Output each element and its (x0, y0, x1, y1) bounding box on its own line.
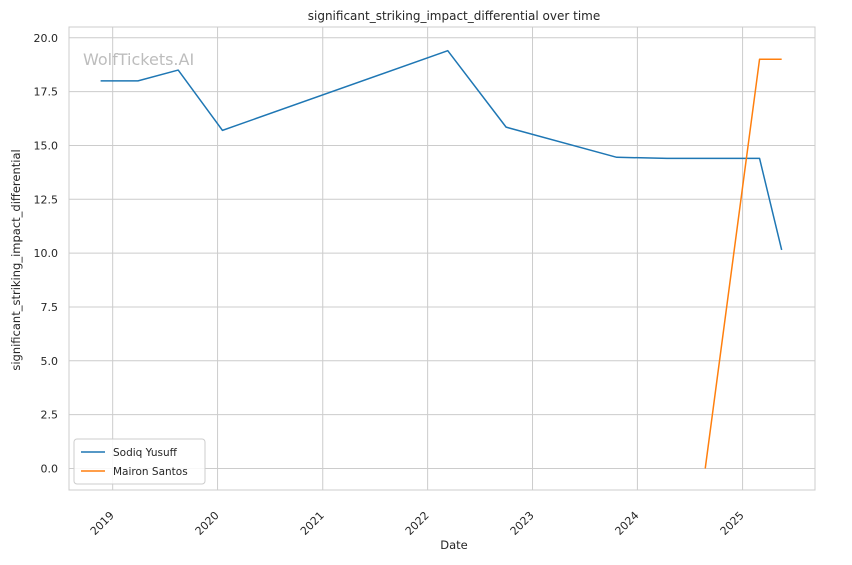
watermark: WolfTickets.AI (83, 50, 194, 69)
y-tick-label: 2.5 (41, 409, 59, 422)
y-axis-title: significant_striking_impact_differential (9, 149, 23, 370)
y-tick-label: 5.0 (41, 355, 59, 368)
y-tick-label: 17.5 (34, 86, 59, 99)
chart-title: significant_striking_impact_differential… (308, 9, 600, 23)
y-tick-label: 10.0 (34, 247, 59, 260)
x-axis-title: Date (440, 538, 468, 552)
y-tick-label: 0.0 (41, 462, 59, 475)
legend: Sodiq Yusuff Mairon Santos (74, 439, 205, 484)
y-tick-label: 15.0 (34, 139, 59, 152)
y-tick-label: 7.5 (41, 301, 59, 314)
legend-label-mairon-santos: Mairon Santos (113, 466, 188, 478)
y-tick-label: 12.5 (34, 193, 59, 206)
y-tick-label: 20.0 (34, 32, 59, 45)
legend-label-sodiq-yusuff: Sodiq Yusuff (113, 447, 178, 459)
